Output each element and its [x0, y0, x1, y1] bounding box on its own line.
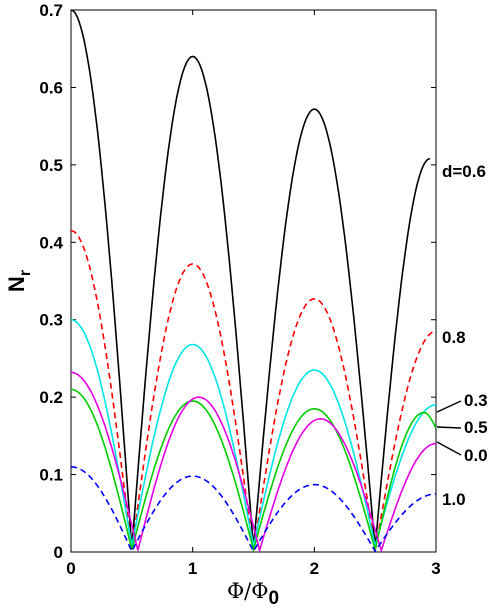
curve-label-1: 0.8 [442, 328, 466, 347]
x-axis-title: Φ/Φ0 [227, 579, 279, 609]
label-leader-1 [436, 426, 462, 429]
x-axis-title-sub: 0 [268, 588, 279, 609]
y-tick-label-0: 0 [54, 543, 63, 562]
curve-label-2: 0.3 [464, 391, 488, 410]
y-tick-label-3: 0.3 [39, 311, 63, 330]
y-tick-label-7: 0.7 [39, 1, 63, 20]
series-line-2 [70, 318, 437, 547]
y-axis-title: Nr [4, 270, 34, 292]
label-leader-0 [436, 400, 462, 413]
curve-label-4: 0.0 [464, 446, 488, 465]
x-tick-label-0: 0 [66, 559, 75, 578]
series-line-4 [70, 371, 437, 554]
curve-label-0: d=0.6 [442, 162, 486, 181]
series-group [70, 9, 437, 554]
y-tick-label-2: 0.2 [39, 388, 63, 407]
curve-label-3: 0.5 [464, 418, 488, 437]
curve-label-5: 1.0 [442, 490, 466, 509]
x-tick-label-1: 1 [188, 559, 197, 578]
y-tick-label-4: 0.4 [39, 233, 63, 252]
y-axis-title-main: N [4, 276, 29, 292]
series-line-5 [70, 466, 437, 553]
axis-ticks [70, 9, 437, 553]
y-tick-label-1: 0.1 [39, 466, 63, 485]
curve-labels: d=0.6 0.8 0.3 0.5 0.0 1.0 [436, 162, 488, 509]
x-tick-label-2: 2 [310, 559, 319, 578]
series-line-3 [70, 388, 437, 553]
y-tick-label-6: 0.6 [39, 78, 63, 97]
x-axis-title-main: Φ/Φ [227, 579, 269, 603]
tick-labels: 0 1 2 3 0 0.1 0.2 0.3 0.4 0.5 0.6 0.7 [39, 1, 440, 578]
series-line-0 [70, 9, 431, 549]
y-axis-title-sub: r [17, 270, 34, 276]
label-leader-2 [436, 441, 462, 456]
x-tick-label-3: 3 [431, 559, 440, 578]
y-tick-label-5: 0.5 [39, 156, 63, 175]
